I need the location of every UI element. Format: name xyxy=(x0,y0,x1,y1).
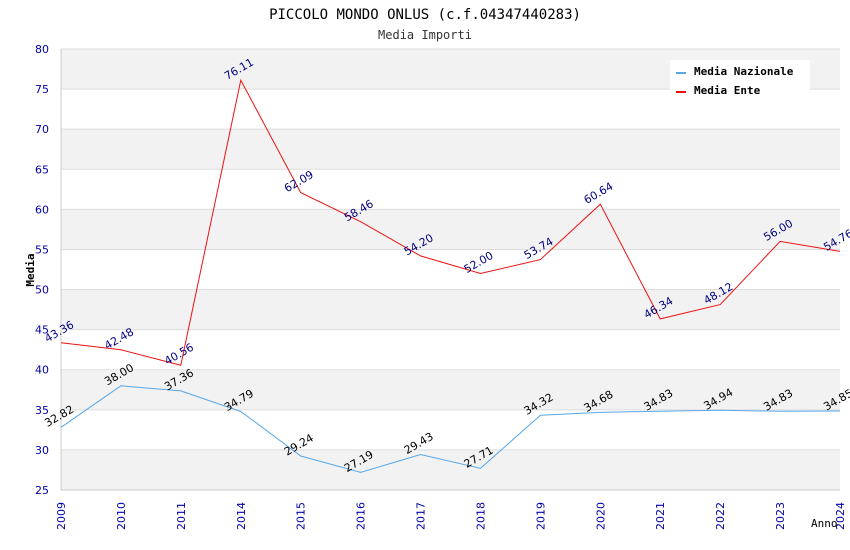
y-tick-label: 75 xyxy=(35,83,49,96)
series-line-1 xyxy=(60,78,841,366)
data-label: 40.56 xyxy=(162,341,196,368)
data-label: 43.36 xyxy=(42,318,76,345)
chart-title: PICCOLO MONDO ONLUS (c.f.04347440283) xyxy=(269,7,581,23)
x-tick-label: 2014 xyxy=(235,502,248,530)
data-label: 52.00 xyxy=(462,249,496,276)
grid-band xyxy=(61,369,840,410)
x-tick-label: 2011 xyxy=(175,502,188,530)
x-tick-label: 2017 xyxy=(415,502,428,530)
x-tick-label: 2022 xyxy=(714,502,727,530)
grid-band xyxy=(61,289,840,330)
grid-band xyxy=(61,209,840,250)
data-label: 60.64 xyxy=(582,180,616,207)
x-tick-label: 2010 xyxy=(115,502,128,530)
y-tick-label: 50 xyxy=(35,284,49,297)
plot-area: 25 30 35 40 45 50 55 60 65 70 75 80 2009 2010 2011 2014… xyxy=(35,43,850,530)
y-tick-label: 30 xyxy=(35,444,49,457)
x-tick-label: 2024 xyxy=(834,502,847,530)
x-tick-label: 2020 xyxy=(594,502,607,530)
x-tick-label: 2015 xyxy=(295,502,308,530)
legend-box xyxy=(670,60,810,101)
grid-band xyxy=(61,449,840,490)
grid-band xyxy=(61,129,840,170)
y-tick-label: 65 xyxy=(35,163,49,176)
y-tick-label: 60 xyxy=(35,203,49,216)
data-label: 62.09 xyxy=(282,168,316,195)
legend: Media Nazionale Media Ente xyxy=(670,60,810,101)
y-tick-label: 45 xyxy=(35,324,49,337)
y-tick-label: 35 xyxy=(35,404,49,417)
y-tick-label: 80 xyxy=(35,43,49,56)
x-tick-label: 2019 xyxy=(534,502,547,530)
x-tick-label: 2018 xyxy=(474,502,487,530)
x-tick-label: 2009 xyxy=(55,502,68,530)
x-tick-label: 2016 xyxy=(355,502,368,530)
y-tick-label: 25 xyxy=(35,484,49,497)
y-tick-label: 70 xyxy=(35,123,49,136)
y-tick-label: 55 xyxy=(35,243,49,256)
legend-label-media-ente: Media Ente xyxy=(694,84,761,97)
y-tick-label: 40 xyxy=(35,364,49,377)
y-axis-label: Media xyxy=(24,253,37,286)
series-line-0 xyxy=(60,385,841,473)
x-axis-label: Anno xyxy=(811,517,838,530)
x-tick-label: 2021 xyxy=(654,502,667,530)
x-tick-label: 2023 xyxy=(774,502,787,530)
chart-subtitle: Media Importi xyxy=(378,28,472,42)
legend-label-media-nazionale: Media Nazionale xyxy=(694,65,794,78)
